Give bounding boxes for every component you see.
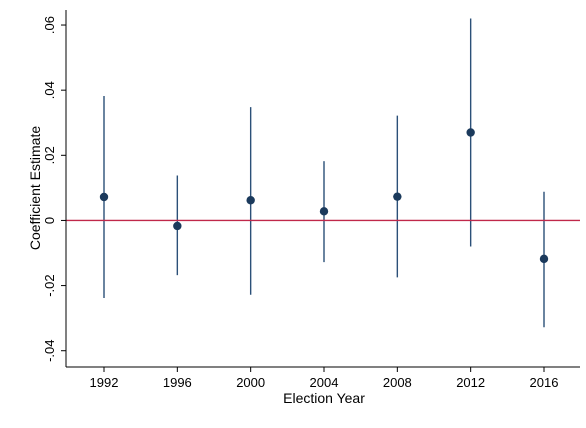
x-axis-label: Election Year xyxy=(283,390,365,406)
y-tick-label: 0 xyxy=(42,217,57,224)
point-estimate-1992 xyxy=(99,192,109,202)
x-tick-label: 2016 xyxy=(530,375,559,390)
x-tick-label: 2008 xyxy=(383,375,412,390)
x-tick-label: 1996 xyxy=(163,375,192,390)
point-estimate-2004 xyxy=(319,207,329,216)
axes-layer: -.04 -.02 0 .02 .04 .06 1992 1996 2000 2004 2008 20… xyxy=(42,10,580,390)
y-tick-label: .02 xyxy=(42,146,57,164)
y-tick-label: -.04 xyxy=(42,340,57,362)
y-tick-label: .06 xyxy=(42,16,57,34)
point-estimate-2016 xyxy=(539,254,549,264)
x-tick-label: 2012 xyxy=(456,375,485,390)
x-tick-label: 2000 xyxy=(236,375,265,390)
y-tick-label: .04 xyxy=(42,81,57,99)
x-tick-label: 1992 xyxy=(90,375,119,390)
point-estimate-2012 xyxy=(466,128,475,137)
point-estimate-1996 xyxy=(173,221,182,231)
point-estimate-layer xyxy=(99,128,549,264)
y-axis-label: Coefficient Estimate xyxy=(27,126,43,250)
point-estimate-2008 xyxy=(393,192,402,201)
point-estimate-2000 xyxy=(246,196,255,205)
y-tick-label: -.02 xyxy=(42,274,57,296)
x-tick-label: 2004 xyxy=(310,375,339,390)
